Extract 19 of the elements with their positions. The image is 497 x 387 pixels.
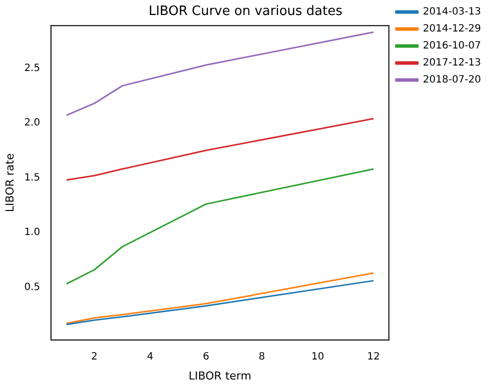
x-axis-title: LIBOR term xyxy=(188,369,252,382)
y-tick-label: 1.5 xyxy=(24,172,40,184)
x-tick-label: 12 xyxy=(367,351,380,362)
x-tick-label: 6 xyxy=(202,351,210,362)
y-tick-label: 2.5 xyxy=(24,62,40,74)
y-tick-label: 1.0 xyxy=(24,227,40,238)
x-tick-label: 8 xyxy=(258,351,266,362)
y-tick-label: 0.5 xyxy=(24,282,40,293)
x-tick-label: 2 xyxy=(91,351,98,362)
legend-label: 2017-12-13 xyxy=(422,58,482,69)
x-tick-label: 10 xyxy=(311,351,324,362)
legend-label: 2014-12-29 xyxy=(422,24,482,35)
x-tick-label: 4 xyxy=(147,351,154,362)
y-axis-title: LIBOR rate xyxy=(3,153,16,212)
chart-title: LIBOR Curve on various dates xyxy=(148,4,343,20)
legend-label: 2014-03-13 xyxy=(422,6,482,18)
legend-label: 2018-07-20 xyxy=(422,74,482,86)
legend-label: 2016-10-07 xyxy=(422,40,482,52)
y-tick-label: 2.0 xyxy=(24,118,40,129)
